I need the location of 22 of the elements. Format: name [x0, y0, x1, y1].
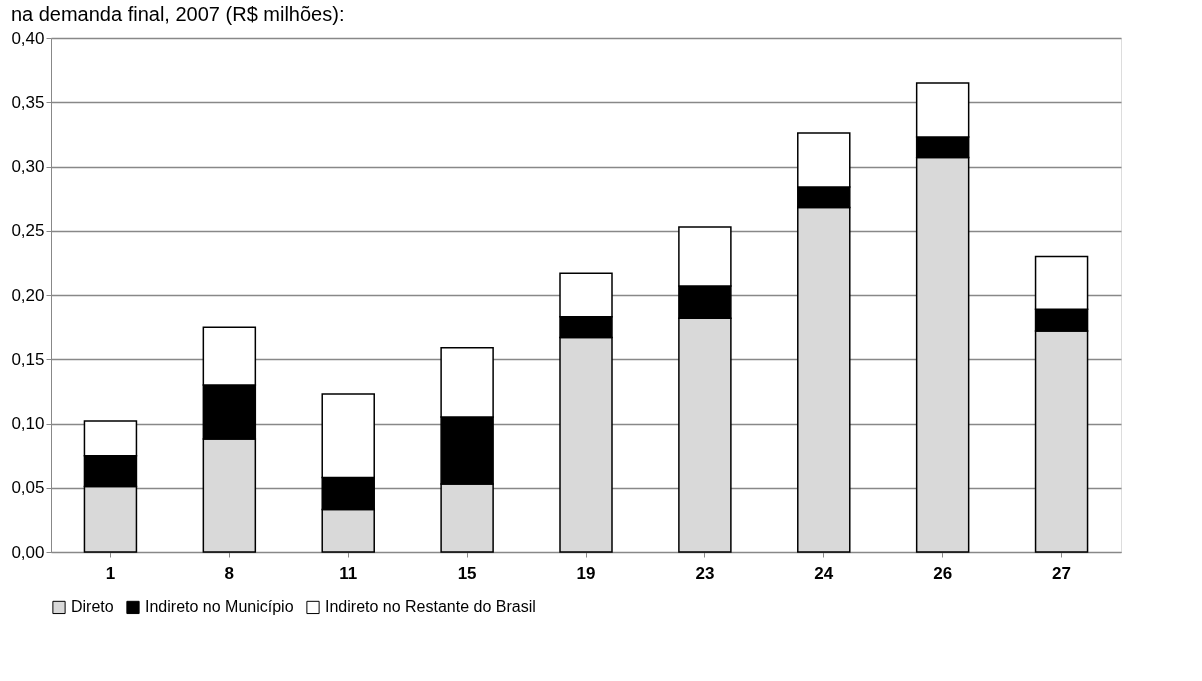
y-tick-label: 0,25 — [11, 221, 45, 241]
y-tick-label: 0,15 — [11, 349, 45, 369]
x-tick-label: 15 — [457, 563, 477, 583]
x-tick-label: 27 — [1052, 563, 1072, 583]
x-tick-label: 19 — [576, 563, 596, 583]
x-tick-label: 8 — [224, 563, 235, 583]
chart-title: na demanda final, 2007 (R$ milhões): — [10, 3, 345, 25]
legend-label: Indireto no Município — [145, 598, 294, 616]
y-tick-label: 0,00 — [11, 542, 45, 562]
x-tick-label: 11 — [339, 563, 358, 583]
x-tick-label: 23 — [695, 563, 715, 583]
y-tick-label: 0,35 — [11, 92, 45, 112]
y-tick-label: 0,20 — [11, 285, 45, 305]
x-tick-label: 1 — [105, 563, 116, 583]
y-tick-label: 0,40 — [11, 28, 45, 48]
y-tick-label: 0,10 — [11, 414, 45, 433]
x-tick-label: 24 — [814, 563, 834, 583]
legend-label: Indireto no Restante do Brasil — [325, 598, 536, 616]
y-tick-label: 0,30 — [11, 157, 45, 176]
y-tick-label: 0,05 — [11, 478, 45, 498]
legend-label: Direto — [71, 598, 114, 616]
x-tick-label: 26 — [933, 563, 953, 583]
